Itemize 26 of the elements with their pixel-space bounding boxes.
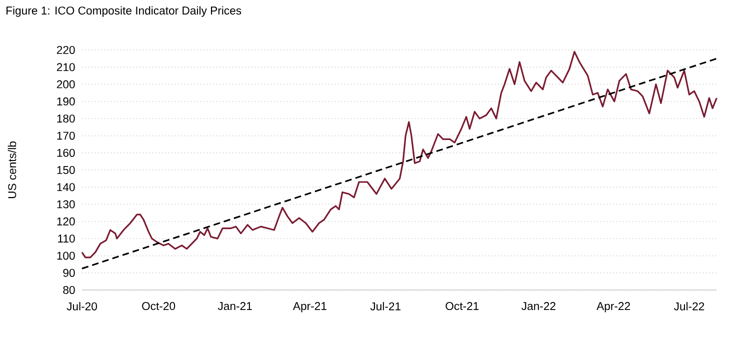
y-tick-label: 200	[56, 80, 75, 88]
y-tick-label: 110	[58, 234, 75, 243]
x-tick-label: Apr-22	[596, 302, 630, 312]
y-tick-label: 170	[57, 132, 75, 140]
y-tick-label: 120	[57, 217, 75, 226]
x-tick-label: Jul-20	[66, 302, 97, 310]
y-tick-label: 190	[57, 97, 75, 106]
y-tick-label: 220	[56, 46, 75, 54]
y-tick-label: 140	[57, 183, 75, 192]
chart-title: Figure 1: ICO Composite Indicator Daily Prices	[6, 6, 242, 17]
y-tick-label: 100	[57, 252, 75, 260]
y-tick-label: 130	[57, 200, 75, 208]
y-tick-label: 160	[57, 148, 75, 157]
x-tick-label: Jul-21	[370, 302, 400, 310]
y-tick-label: 80	[63, 286, 75, 294]
y-tick-label: 210	[56, 63, 75, 72]
y-tick-label: 150	[57, 166, 75, 174]
x-tick-label: Apr-21	[292, 302, 326, 312]
x-tick-label: Jan-21	[218, 302, 252, 310]
x-tick-label: Jul-22	[674, 302, 704, 310]
y-tick-label: 90	[63, 268, 75, 277]
x-tick-label: Jan-22	[522, 302, 556, 310]
x-tick-label: Oct-21	[446, 302, 479, 310]
y-axis-title: US cents/lb	[8, 142, 16, 198]
x-tick-label: Oct-20	[142, 302, 176, 310]
y-tick-label: 180	[57, 114, 75, 123]
